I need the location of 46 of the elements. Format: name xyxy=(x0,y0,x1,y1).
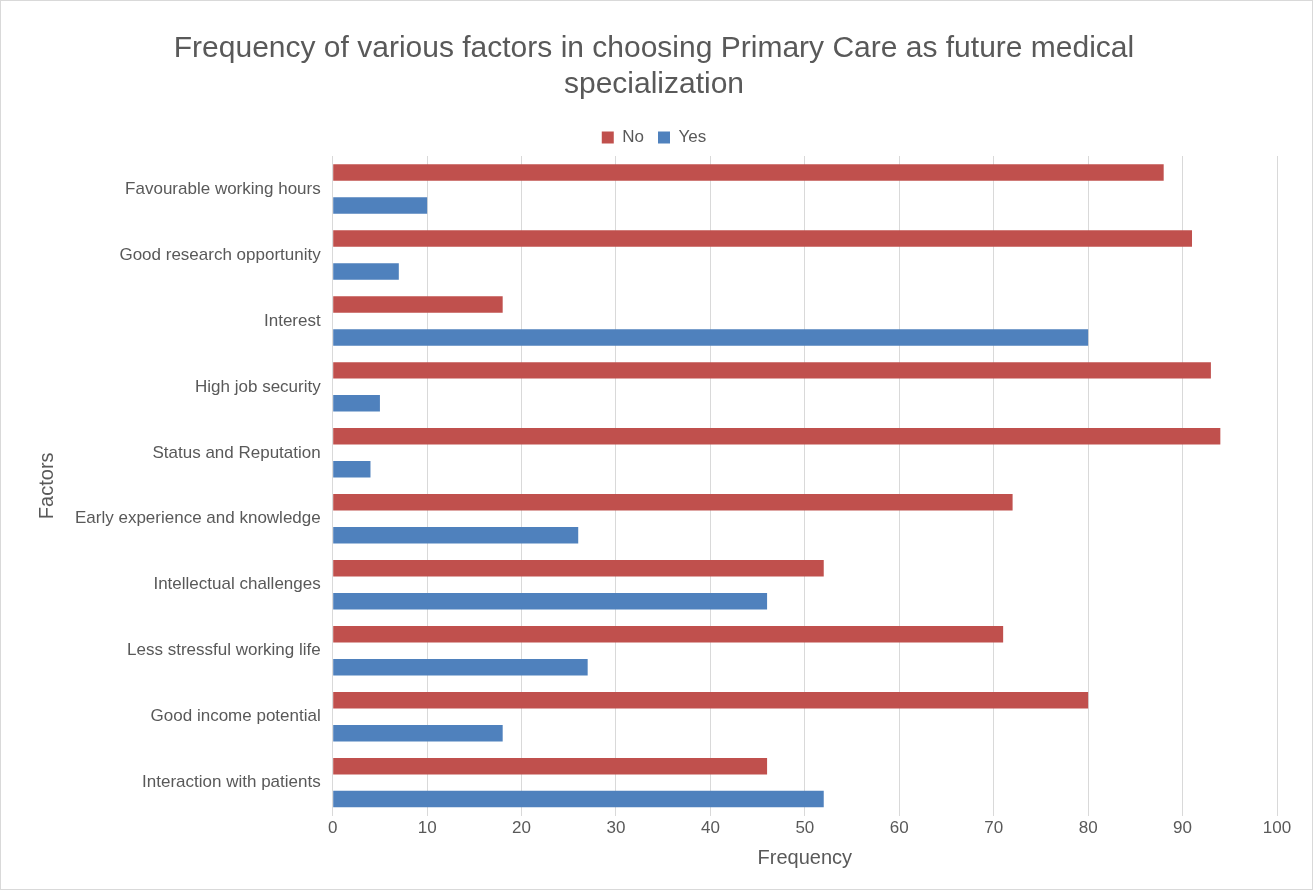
x-axis-title: Frequency xyxy=(757,845,853,868)
bar xyxy=(333,724,503,742)
chart-title: Frequency of various factors in choosing Primary Care as future medical specialization xyxy=(173,30,1135,100)
y-tick-label: Less stressful working life xyxy=(127,640,321,660)
bar xyxy=(333,197,428,214)
y-tick-label: Interaction with patients xyxy=(142,772,321,792)
bar xyxy=(333,461,371,478)
y-tick-label: High job security xyxy=(195,376,322,396)
x-tick-label: 10 xyxy=(417,818,437,838)
legend-label: Yes xyxy=(678,127,707,147)
x-tick-label: 100 xyxy=(1262,818,1292,838)
bar xyxy=(333,790,824,808)
bar xyxy=(333,395,380,412)
x-tick-label: 30 xyxy=(606,818,626,838)
bar xyxy=(333,428,1221,445)
x-tick-label: 40 xyxy=(700,818,720,838)
bar xyxy=(333,329,1089,346)
x-tick-label: 70 xyxy=(984,818,1004,838)
bar xyxy=(333,263,399,280)
bar xyxy=(333,230,1193,247)
bar xyxy=(333,362,1211,379)
x-tick-label: 20 xyxy=(512,818,532,838)
bar xyxy=(333,560,824,577)
bar xyxy=(333,625,1004,643)
y-tick-label: Favourable working hours xyxy=(125,178,321,198)
x-tick-label: 80 xyxy=(1078,818,1098,838)
bar xyxy=(333,296,503,313)
bar xyxy=(333,658,588,676)
x-tick-label: 50 xyxy=(795,818,815,838)
bar xyxy=(333,691,1089,709)
bar xyxy=(333,592,768,610)
x-tick-label: 60 xyxy=(889,818,909,838)
y-tick-label: Good income potential xyxy=(150,706,321,726)
bar xyxy=(333,494,1013,511)
y-axis-title: Factors xyxy=(34,452,57,520)
x-tick-label: 90 xyxy=(1173,818,1193,838)
bar xyxy=(333,164,1164,181)
bar xyxy=(333,757,768,775)
y-tick-label: Early experience and knowledge xyxy=(74,508,321,528)
y-tick-label: Status and Reputation xyxy=(152,442,321,462)
x-tick-label: 0 xyxy=(327,818,338,838)
y-tick-label: Good research opportunity xyxy=(119,244,322,264)
legend-label: No xyxy=(622,127,644,147)
bar xyxy=(333,527,579,544)
y-tick-label: Interest xyxy=(264,310,321,330)
y-tick-label: Intellectual challenges xyxy=(153,574,321,594)
